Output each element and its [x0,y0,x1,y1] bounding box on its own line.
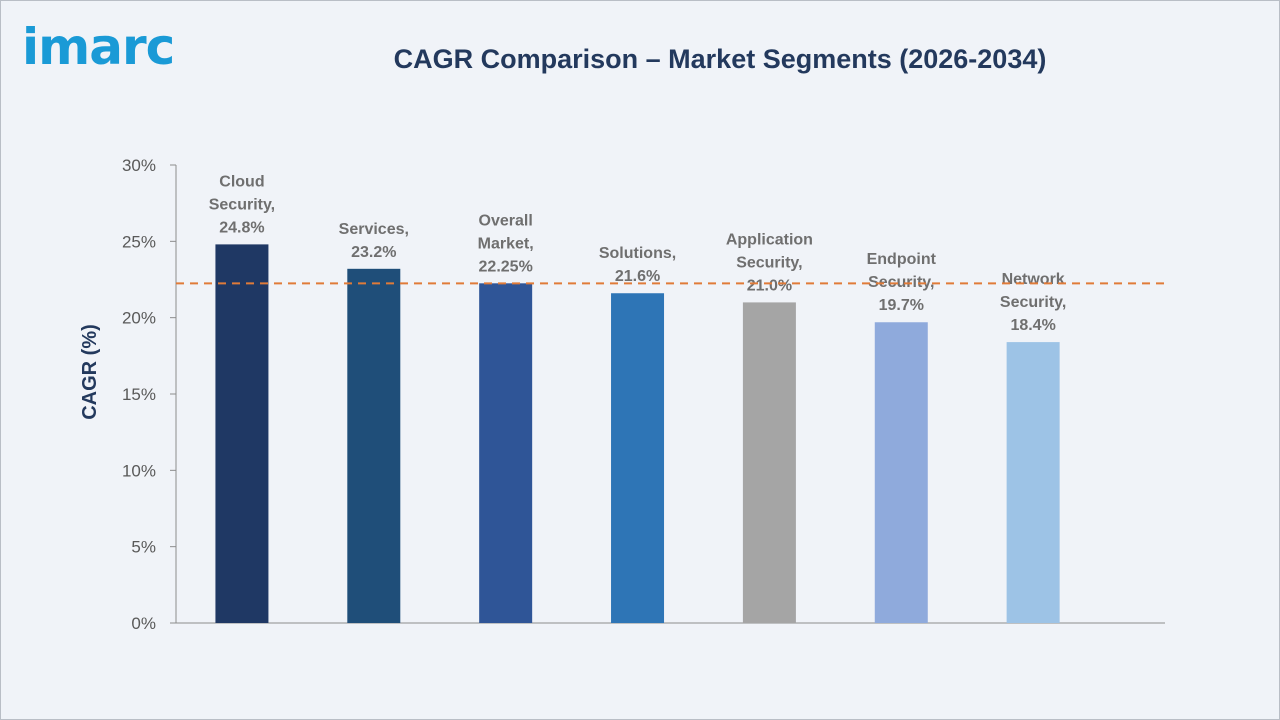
y-tick-label: 10% [122,461,156,480]
imarc-logo: imarc [22,18,175,76]
bar-data-label: Endpoint Security, 19.7% [867,251,937,314]
bar-data-label: Cloud Security, 24.8% [209,173,275,236]
data-labels: Cloud Security, 24.8% Services, 23.2% Overall… [209,173,1067,334]
bar [742,302,796,623]
axes: 0% 5% 10% 15% 20% 25% 30% [122,156,1165,633]
bar-data-label: Services, 23.2% [339,221,409,261]
y-tick-label: 5% [131,538,156,557]
bar [479,283,533,623]
bar-data-label: Application Security, 21.0% [726,231,813,294]
bar-data-label: Solutions, 21.6% [599,245,676,285]
y-tick-label: 15% [122,385,156,404]
chart-title: CAGR Comparison – Market Segments (2026-… [393,44,1047,74]
y-tick-label: 0% [131,614,156,633]
bars [215,244,1060,624]
bar [215,244,269,624]
y-axis-label: CAGR (%) [79,324,101,420]
y-tick-label: 30% [122,156,156,175]
y-tick-label: 25% [122,232,156,251]
bar [611,293,665,623]
bar [1006,342,1060,623]
bar-data-label: Network Security, 18.4% [1000,271,1066,334]
bar [347,268,401,623]
bar-data-label: Overall Market, 22.25% [478,212,534,275]
y-tick-label: 20% [122,309,156,328]
bar [874,322,928,623]
